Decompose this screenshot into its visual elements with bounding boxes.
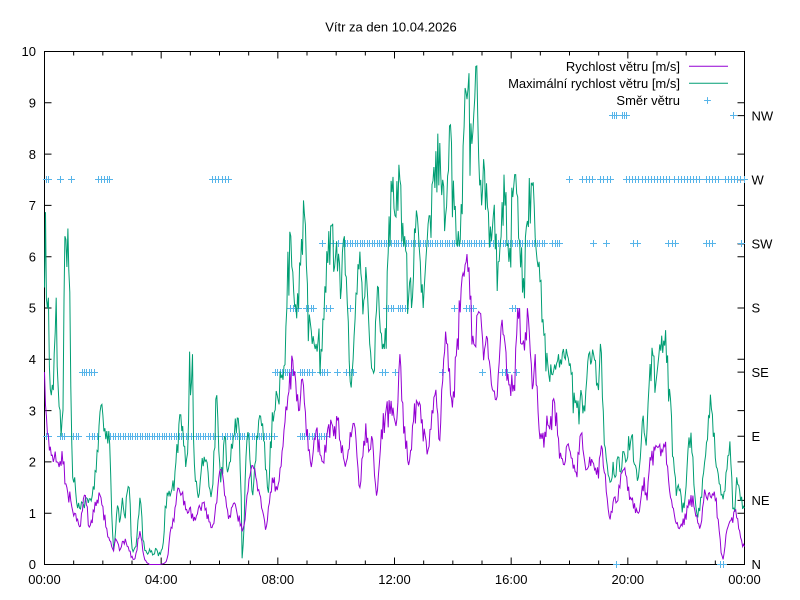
- svg-text:E: E: [752, 429, 761, 444]
- svg-text:3: 3: [29, 403, 36, 418]
- svg-text:04:00: 04:00: [145, 572, 178, 587]
- svg-text:00:00: 00:00: [728, 572, 761, 587]
- svg-text:00:00: 00:00: [28, 572, 61, 587]
- svg-text:Směr větru: Směr větru: [616, 93, 680, 108]
- svg-text:NW: NW: [752, 108, 774, 123]
- svg-text:Rychlost větru [m/s]: Rychlost větru [m/s]: [566, 59, 680, 74]
- svg-text:4: 4: [29, 352, 36, 367]
- svg-text:N: N: [752, 557, 761, 572]
- svg-text:2: 2: [29, 455, 36, 470]
- svg-text:NE: NE: [752, 493, 770, 508]
- svg-text:20:00: 20:00: [612, 572, 645, 587]
- svg-text:10: 10: [22, 44, 36, 59]
- svg-text:SW: SW: [752, 237, 774, 252]
- svg-text:9: 9: [29, 96, 36, 111]
- svg-text:1: 1: [29, 506, 36, 521]
- svg-text:Maximální rychlost větru [m/s]: Maximální rychlost větru [m/s]: [508, 76, 680, 91]
- svg-text:08:00: 08:00: [262, 572, 295, 587]
- svg-text:Vítr za den 10.04.2026: Vítr za den 10.04.2026: [325, 20, 457, 35]
- svg-text:16:00: 16:00: [495, 572, 528, 587]
- svg-text:12:00: 12:00: [378, 572, 411, 587]
- svg-text:W: W: [752, 172, 765, 187]
- svg-text:6: 6: [29, 249, 36, 264]
- svg-text:0: 0: [29, 557, 36, 572]
- svg-text:SE: SE: [752, 365, 770, 380]
- svg-text:7: 7: [29, 198, 36, 213]
- svg-text:5: 5: [29, 301, 36, 316]
- svg-text:8: 8: [29, 147, 36, 162]
- svg-text:S: S: [752, 301, 761, 316]
